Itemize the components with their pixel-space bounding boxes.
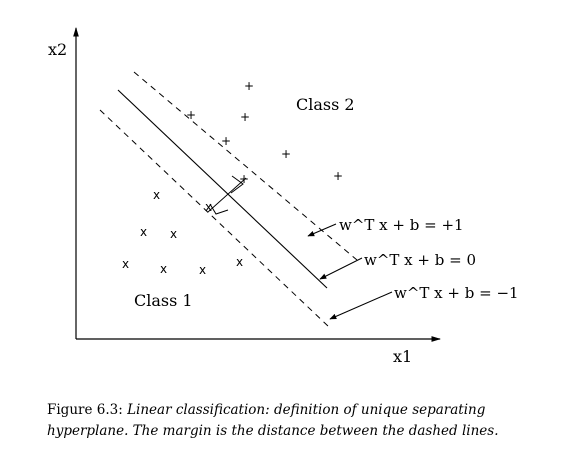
class2-point: + [239, 172, 249, 186]
class1-point: x [160, 262, 167, 276]
y-axis-label: x2 [48, 40, 67, 59]
caption-text: Linear classification: definition of uni… [47, 402, 499, 439]
margin-line-upper [133, 71, 358, 261]
pointer-lower [329, 291, 393, 320]
class1-label: Class 1 [134, 291, 193, 310]
class1-points: x x x x x x x x [122, 188, 243, 277]
margin-width-line [207, 177, 247, 213]
class1-point: x [140, 225, 147, 239]
class1-point: x [122, 257, 129, 271]
margin-bracket-upper [230, 175, 244, 194]
class2-point: + [240, 110, 250, 124]
x-axis-label: x1 [393, 347, 412, 366]
class1-point: x [199, 263, 206, 277]
hyperplane-label-upper: w^T x + b = +1 [339, 216, 464, 234]
hyperplane-label-middle: w^T x + b = 0 [364, 251, 476, 269]
class2-point: + [221, 134, 231, 148]
class1-point: x [153, 188, 160, 202]
caption-label: Figure 6.3: [47, 402, 123, 418]
class2-point: + [186, 108, 196, 122]
hyperplane-label-lower: w^T x + b = −1 [394, 284, 519, 302]
separating-hyperplane [117, 89, 328, 289]
class1-point: x [205, 200, 212, 214]
class1-point: x [170, 227, 177, 241]
margin-line-lower [99, 109, 329, 327]
class1-point: x [236, 255, 243, 269]
class2-point: + [333, 169, 343, 183]
class2-label: Class 2 [296, 95, 355, 114]
figure-caption: Figure 6.3: Linear classification: defin… [47, 400, 547, 442]
margin-bracket-lower [209, 203, 229, 215]
pointer-upper [307, 223, 337, 237]
class2-point: + [244, 79, 254, 93]
class2-points: + + + + + + + [186, 79, 343, 186]
pointer-middle [319, 257, 363, 280]
class2-point: + [281, 147, 291, 161]
